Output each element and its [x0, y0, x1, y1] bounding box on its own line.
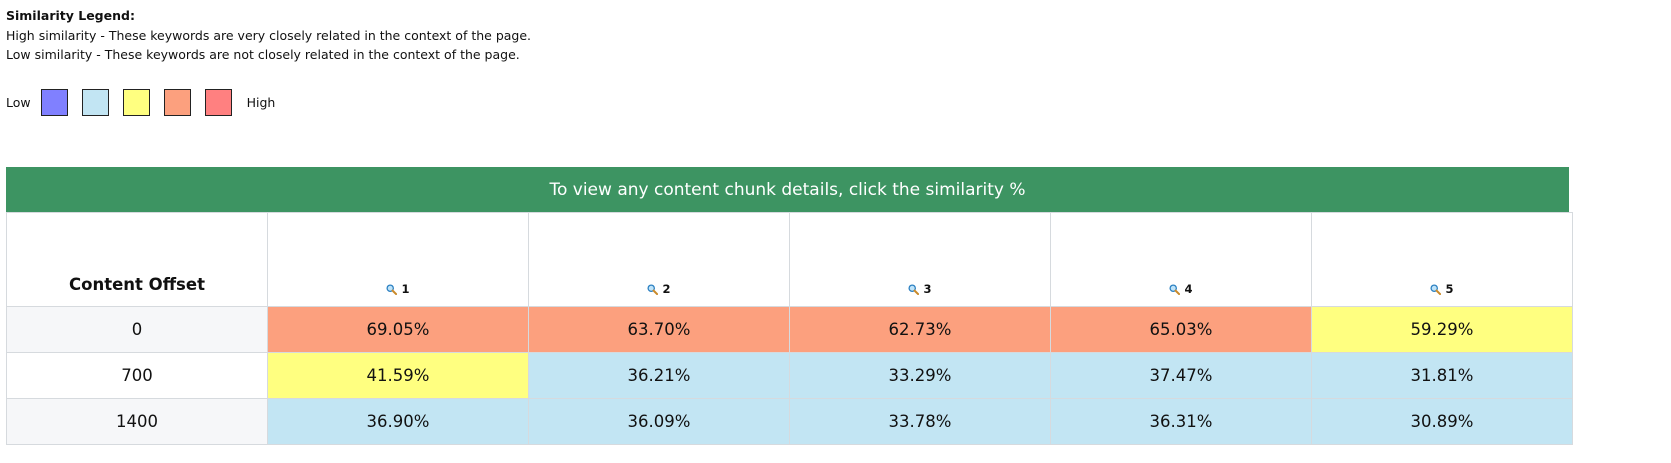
similarity-cell[interactable]: 41.59%: [267, 352, 529, 399]
chunk-header-5: 5: [1311, 212, 1573, 307]
similarity-cell[interactable]: 69.05%: [267, 306, 529, 353]
similarity-cell[interactable]: 59.29%: [1311, 306, 1573, 353]
similarity-cell[interactable]: 33.29%: [789, 352, 1051, 399]
content-offset-cell: 0: [6, 306, 268, 353]
similarity-cell[interactable]: 36.21%: [528, 352, 790, 399]
table-row: 700 41.59% 36.21% 33.29% 37.47% 31.81%: [6, 352, 1573, 399]
similarity-cell[interactable]: 36.31%: [1050, 398, 1312, 445]
chunk-header-4: 4: [1050, 212, 1312, 307]
legend-low-description: Low similarity - These keywords are not …: [6, 47, 520, 62]
table-header-row: Content Offset 1 2 3 4 5: [6, 212, 1573, 307]
similarity-cell[interactable]: 30.89%: [1311, 398, 1573, 445]
chunk-header-3: 3: [789, 212, 1051, 307]
scale-high-label: High: [246, 95, 276, 110]
table-row: 0 69.05% 63.70% 62.73% 65.03% 59.29%: [6, 306, 1573, 353]
similarity-cell[interactable]: 36.90%: [267, 398, 529, 445]
swatch-3: [122, 89, 150, 116]
chunk-header-label: 1: [401, 282, 410, 296]
scale-low-label: Low: [6, 95, 31, 110]
swatch-2: [81, 89, 109, 116]
similarity-color-scale: Low High: [6, 88, 275, 117]
similarity-cell[interactable]: 37.47%: [1050, 352, 1312, 399]
magnifier-icon: [1430, 282, 1445, 296]
table-row: 1400 36.90% 36.09% 33.78% 36.31% 30.89%: [6, 398, 1573, 445]
swatch-4: [163, 89, 191, 116]
content-offset-cell: 1400: [6, 398, 268, 445]
similarity-legend: Similarity Legend: High similarity - The…: [6, 6, 531, 65]
chunk-header-2: 2: [528, 212, 790, 307]
legend-high-description: High similarity - These keywords are ver…: [6, 27, 532, 43]
legend-title: Similarity Legend:: [6, 8, 135, 23]
similarity-cell[interactable]: 62.73%: [789, 306, 1051, 353]
chunk-header-label: 2: [662, 282, 671, 296]
similarity-cell[interactable]: 36.09%: [528, 398, 790, 445]
swatch-5: [204, 89, 232, 116]
chunk-header-label: 3: [923, 282, 932, 296]
similarity-table-container: To view any content chunk details, click…: [6, 167, 1671, 445]
similarity-cell[interactable]: 65.03%: [1050, 306, 1312, 353]
content-offset-cell: 700: [6, 352, 268, 399]
content-offset-header: Content Offset: [6, 212, 268, 307]
chunk-header-label: 4: [1184, 282, 1193, 296]
magnifier-icon: [908, 282, 923, 296]
chunk-header-label: 5: [1445, 282, 1454, 296]
similarity-table: Content Offset 1 2 3 4 5 0 69.05% 63.70% 62.73%…: [6, 212, 1573, 445]
magnifier-icon: [647, 282, 662, 296]
similarity-cell[interactable]: 63.70%: [528, 306, 790, 353]
table-banner: To view any content chunk details, click…: [6, 167, 1569, 212]
similarity-cell[interactable]: 33.78%: [789, 398, 1051, 445]
magnifier-icon: [1169, 282, 1184, 296]
magnifier-icon: [386, 282, 401, 296]
swatch-1: [40, 89, 68, 116]
chunk-header-1: 1: [267, 212, 529, 307]
similarity-cell[interactable]: 31.81%: [1311, 352, 1573, 399]
